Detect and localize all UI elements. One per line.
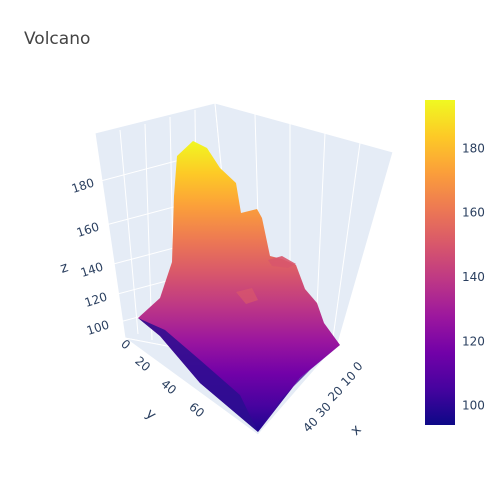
z-tick-label: 100 — [85, 318, 111, 338]
y-tick-label: 20 — [132, 354, 153, 375]
z-tick-label: 180 — [70, 176, 96, 196]
z-tick-label: 160 — [75, 220, 101, 240]
colorbar: 100 120 140 160 180 — [425, 100, 485, 425]
colorbar-tick-label: 100 — [462, 399, 485, 413]
colorbar-gradient — [425, 100, 455, 425]
x-tick-label: 20 — [325, 383, 346, 404]
y-tick-label: 40 — [158, 377, 179, 398]
surface-base — [138, 318, 258, 432]
volcano-surface — [138, 141, 340, 432]
colorbar-tick-label: 160 — [462, 206, 485, 220]
surface-ridge — [268, 256, 296, 268]
x-tick-label: 30 — [313, 399, 334, 420]
y-axis-title: y — [142, 406, 159, 424]
colorbar-ticks: 100 120 140 160 180 — [462, 141, 485, 412]
y-tick-label: 60 — [186, 400, 207, 421]
y-tick-label: 0 — [118, 337, 133, 353]
wall-grid-line — [119, 129, 139, 335]
surface-crater — [236, 288, 258, 304]
chart-title: Volcano — [24, 29, 91, 49]
colorbar-tick-label: 180 — [462, 141, 485, 155]
x-tick-label: 40 — [300, 414, 321, 435]
wall-grid-line — [144, 123, 153, 341]
x-tick-label: 10 — [338, 368, 359, 389]
z-tick-label: 120 — [83, 290, 109, 310]
wall-grid-line — [331, 142, 361, 346]
z-tick-label: 140 — [79, 260, 105, 280]
colorbar-tick-label: 140 — [462, 270, 485, 284]
colorbar-tick-label: 120 — [462, 334, 485, 348]
x-tick-label: 0 — [350, 359, 365, 374]
z-axis-title: z — [58, 259, 70, 276]
x-axis-title: x — [348, 422, 365, 439]
